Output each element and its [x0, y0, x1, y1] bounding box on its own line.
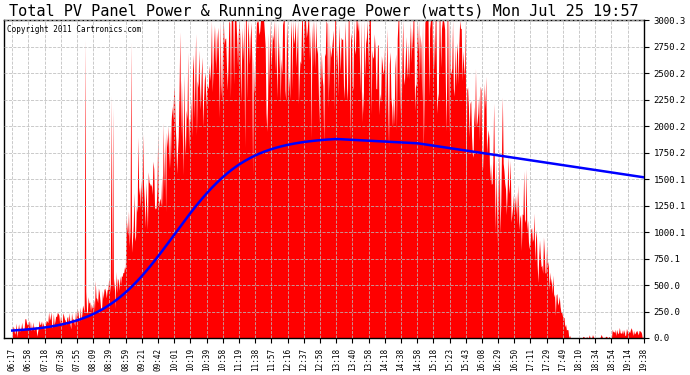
- Text: Copyright 2011 Cartronics.com: Copyright 2011 Cartronics.com: [8, 25, 141, 34]
- Title: Total PV Panel Power & Running Average Power (watts) Mon Jul 25 19:57: Total PV Panel Power & Running Average P…: [9, 4, 639, 19]
